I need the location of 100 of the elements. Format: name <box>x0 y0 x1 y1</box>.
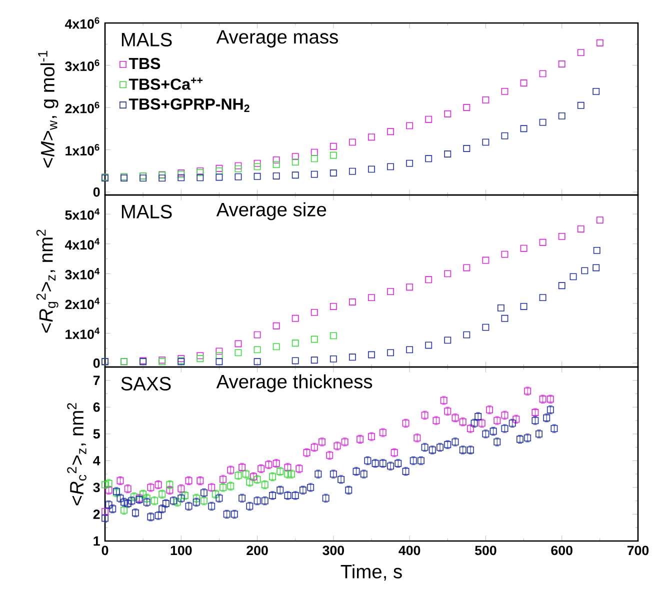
point <box>520 303 528 310</box>
point <box>254 331 261 338</box>
x-tick-label: 400 <box>398 546 420 556</box>
point <box>501 314 508 322</box>
point <box>310 308 318 316</box>
point <box>254 172 261 180</box>
point <box>234 173 242 180</box>
point <box>348 168 356 175</box>
annotation: SAXS <box>121 376 171 391</box>
point <box>406 160 414 167</box>
point <box>497 304 504 312</box>
point <box>330 332 337 340</box>
point <box>310 170 318 178</box>
point <box>592 88 600 95</box>
point <box>254 160 261 167</box>
point <box>368 351 375 358</box>
x-tick-label: 700 <box>627 546 649 556</box>
point <box>520 244 528 252</box>
point <box>570 273 577 280</box>
point <box>463 264 470 272</box>
point <box>463 104 470 111</box>
point <box>444 150 452 158</box>
point <box>254 346 261 354</box>
point <box>577 102 584 109</box>
point <box>406 346 414 354</box>
point <box>348 138 356 146</box>
point <box>577 226 584 232</box>
point <box>234 165 242 172</box>
point <box>463 145 470 152</box>
point <box>596 39 604 46</box>
point <box>310 356 318 364</box>
point <box>406 284 414 291</box>
point <box>292 153 299 160</box>
point <box>425 276 432 284</box>
chart-title: Average size <box>216 202 326 220</box>
x-tick-label: 200 <box>246 546 268 556</box>
point <box>254 163 261 170</box>
point <box>102 508 108 516</box>
point <box>596 216 604 224</box>
y-tick-label: 4x10$^{4}$ <box>64 238 100 250</box>
point <box>444 270 452 278</box>
point <box>387 128 394 136</box>
point <box>234 340 242 348</box>
legend-label: TBS <box>128 58 160 70</box>
point <box>178 174 185 182</box>
y-tick-label: 5x10$^{4}$ <box>65 208 100 220</box>
y-tick-label: 1 <box>94 536 100 546</box>
point <box>234 162 242 170</box>
x-axis-title: Time, s <box>340 564 402 581</box>
annotation: MALS <box>122 204 172 218</box>
y-tick-label: 0 <box>93 358 100 368</box>
x-tick-label: 100 <box>170 546 192 556</box>
point <box>520 125 528 132</box>
y-tick-label: 2x10$^{4}$ <box>65 298 100 310</box>
x-tick-label: 500 <box>475 546 496 556</box>
point <box>482 96 490 104</box>
y-tick-label: 7 <box>93 376 100 385</box>
point <box>593 246 600 254</box>
y-tick-label: 2 <box>93 510 100 519</box>
point <box>216 348 223 355</box>
point <box>368 294 375 301</box>
point <box>292 357 299 364</box>
y-tick-label: 3x10$^{6}$ <box>65 60 100 72</box>
point <box>216 167 223 174</box>
chart-title: Average thickness <box>216 374 372 392</box>
point <box>368 134 375 141</box>
point <box>272 322 280 330</box>
point <box>539 238 546 246</box>
point <box>501 88 508 95</box>
point <box>272 161 280 168</box>
point <box>196 355 204 362</box>
point <box>539 70 546 78</box>
point <box>330 152 337 159</box>
point <box>292 340 299 347</box>
point <box>558 112 566 120</box>
point <box>330 170 337 176</box>
point <box>592 264 600 272</box>
point <box>216 358 223 366</box>
y-tick-label: 6 <box>93 402 100 412</box>
point <box>406 122 414 130</box>
point <box>348 298 356 306</box>
point <box>558 60 566 68</box>
point <box>330 355 337 362</box>
point <box>482 324 490 331</box>
point <box>444 110 452 118</box>
y-tick-label: 4 <box>93 456 100 466</box>
point <box>158 174 166 182</box>
legend-label: TBS+Ca$^{++}$ <box>128 78 203 90</box>
point <box>558 232 566 240</box>
point <box>501 132 508 140</box>
point <box>387 288 394 296</box>
y-axis-title: <M>$_{w}$, g mol$^{-1}$ <box>38 50 58 168</box>
y-tick-label: 1x10$^{6}$ <box>66 144 100 156</box>
annotation: MALS <box>122 32 172 46</box>
point <box>292 314 299 322</box>
y-tick-label: 2x10$^{6}$ <box>65 102 100 114</box>
point <box>140 174 147 182</box>
y-tick-label: 3x10$^{4}$ <box>65 268 100 280</box>
point <box>539 118 546 126</box>
point <box>387 163 394 170</box>
